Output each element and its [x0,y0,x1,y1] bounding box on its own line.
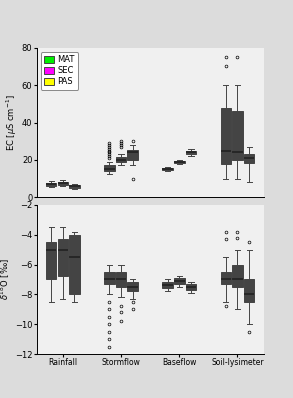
PathPatch shape [127,283,138,291]
PathPatch shape [221,272,231,284]
PathPatch shape [116,157,126,162]
PathPatch shape [162,168,173,170]
PathPatch shape [58,239,68,277]
Legend: MAT, SEC, PAS: MAT, SEC, PAS [41,52,78,90]
PathPatch shape [116,272,126,287]
PathPatch shape [174,161,185,163]
PathPatch shape [46,183,57,185]
PathPatch shape [69,185,80,187]
PathPatch shape [232,111,243,160]
PathPatch shape [232,265,243,287]
PathPatch shape [104,272,115,284]
Y-axis label: EC [$\mu$S cm$^{-1}$]: EC [$\mu$S cm$^{-1}$] [5,94,19,151]
PathPatch shape [174,278,185,284]
PathPatch shape [186,150,196,154]
PathPatch shape [46,242,57,279]
PathPatch shape [244,154,254,163]
PathPatch shape [186,284,196,290]
PathPatch shape [58,182,68,185]
PathPatch shape [69,235,80,295]
PathPatch shape [221,107,231,164]
PathPatch shape [127,150,138,160]
Y-axis label: $\delta^{18}$O [‰]: $\delta^{18}$O [‰] [0,259,12,300]
PathPatch shape [244,279,254,302]
PathPatch shape [162,283,173,289]
PathPatch shape [104,166,115,171]
